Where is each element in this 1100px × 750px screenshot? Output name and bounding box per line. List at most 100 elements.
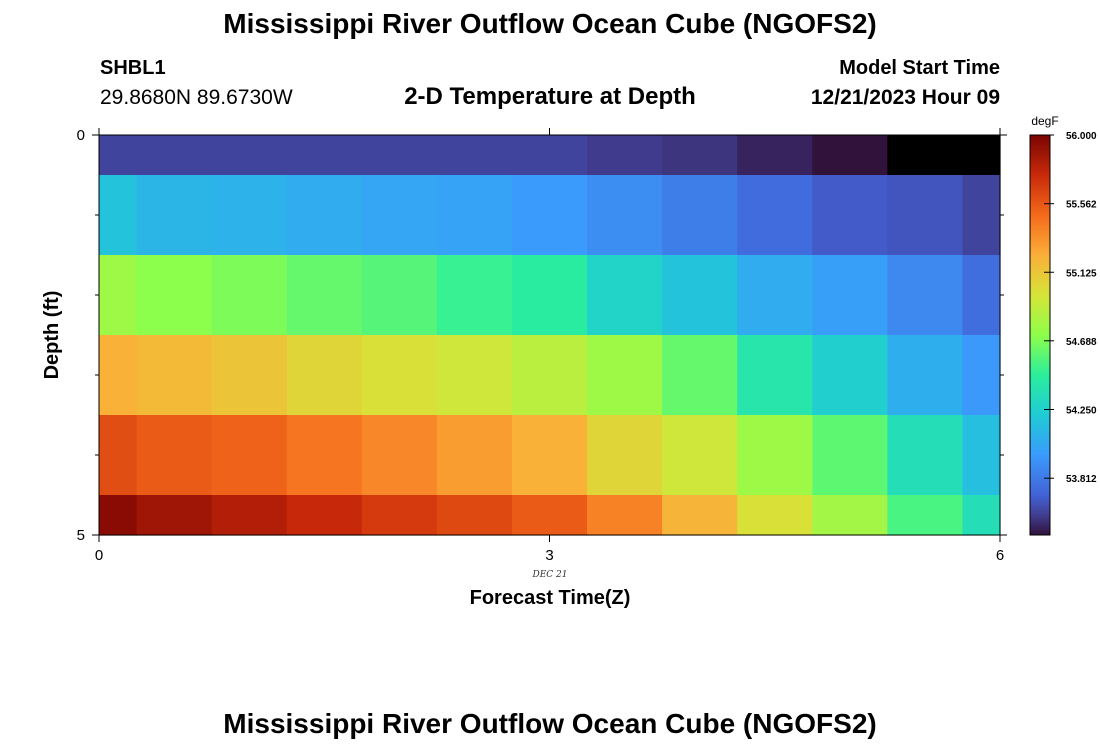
heatmap-cell xyxy=(211,135,288,176)
heatmap-cell xyxy=(587,255,663,336)
heatmap-cell xyxy=(587,135,663,176)
colorbar-gradient xyxy=(1029,134,1051,536)
heatmap-cell xyxy=(662,335,738,416)
y-axis-label: Depth (ft) xyxy=(41,291,63,380)
heatmap-cell xyxy=(361,335,438,416)
heatmap-cell xyxy=(812,135,888,176)
colorbar-tick-label: 54.250 xyxy=(1066,406,1097,417)
colorbar-tick-label: 56.000 xyxy=(1066,131,1097,142)
heatmap-cell xyxy=(511,175,588,256)
heatmap-cell xyxy=(662,175,738,256)
heatmap-cell xyxy=(99,495,138,536)
heatmap-cell xyxy=(812,335,888,416)
colorbar-unit-label: degF xyxy=(1031,114,1058,128)
heatmap-cell xyxy=(361,135,438,176)
heatmap-cell xyxy=(436,255,513,336)
heatmap-cell xyxy=(812,415,888,496)
heatmap-cell xyxy=(662,415,738,496)
heatmap-chart: 0 3 605 Forecast Time(Z) DEC 21 Depth (ft)… xyxy=(41,114,1097,609)
heatmap-cell xyxy=(511,255,588,336)
heatmap-cell xyxy=(887,175,964,256)
heatmap-cell xyxy=(662,495,738,536)
footer-title: Mississippi River Outflow Ocean Cube (NG… xyxy=(223,708,877,739)
heatmap-cell xyxy=(962,175,1001,256)
chart-subtitle: 2-D Temperature at Depth xyxy=(404,83,696,110)
heatmap-cell xyxy=(211,415,288,496)
heatmap-cell xyxy=(962,335,1001,416)
station-id: SHBL1 xyxy=(100,57,166,79)
heatmap-cell xyxy=(361,415,438,496)
heatmap-cell xyxy=(286,335,363,416)
heatmap-cell xyxy=(136,415,213,496)
heatmap-cell xyxy=(737,415,813,496)
x-axis-label: Forecast Time(Z) xyxy=(470,587,631,609)
heatmap-cell xyxy=(361,495,438,536)
heatmap-cell xyxy=(511,495,588,536)
heatmap-cell xyxy=(511,335,588,416)
heatmap-cell xyxy=(211,255,288,336)
heatmap-cell xyxy=(286,175,363,256)
heatmap-cell xyxy=(737,175,813,256)
heatmap-cell xyxy=(887,415,964,496)
heatmap-cell xyxy=(887,335,964,416)
heatmap-cell xyxy=(136,335,213,416)
heatmap-cell xyxy=(962,495,1001,536)
heatmap-cell xyxy=(737,135,813,176)
x-tick-label: 0 xyxy=(95,547,103,564)
heatmap-cell xyxy=(99,175,138,256)
heatmap-cell xyxy=(286,135,363,176)
heatmap-cell xyxy=(136,175,213,256)
heatmap-cell xyxy=(812,495,888,536)
x-tick-label: 3 xyxy=(545,547,553,564)
heatmap-cell xyxy=(737,335,813,416)
x-tick-label: 6 xyxy=(996,547,1004,564)
heatmap-cell xyxy=(99,415,138,496)
heatmap-cell xyxy=(662,135,738,176)
heatmap-cell xyxy=(587,175,663,256)
heatmap-cell xyxy=(361,175,438,256)
main-title: Mississippi River Outflow Ocean Cube (NG… xyxy=(223,8,877,39)
heatmap-cell xyxy=(587,415,663,496)
heatmap-cells xyxy=(99,135,1001,536)
heatmap-cell xyxy=(812,255,888,336)
heatmap-cell xyxy=(286,415,363,496)
heatmap-cell xyxy=(887,135,964,176)
station-coordinates: 29.8680N 89.6730W xyxy=(100,86,293,109)
axes: 0 3 605 xyxy=(77,127,1007,564)
heatmap-cell xyxy=(136,135,213,176)
heatmap-cell xyxy=(737,255,813,336)
heatmap-cell xyxy=(99,255,138,336)
heatmap-cell xyxy=(887,495,964,536)
heatmap-cell xyxy=(211,335,288,416)
heatmap-cell xyxy=(737,495,813,536)
heatmap-cell xyxy=(211,495,288,536)
colorbar-tick-label: 53.812 xyxy=(1066,474,1097,485)
heatmap-cell xyxy=(436,135,513,176)
heatmap-cell xyxy=(136,495,213,536)
heatmap-cell xyxy=(99,335,138,416)
heatmap-cell xyxy=(286,255,363,336)
heatmap-cell xyxy=(587,495,663,536)
heatmap-cell xyxy=(436,335,513,416)
heatmap-cell xyxy=(962,135,1001,176)
heatmap-cell xyxy=(436,415,513,496)
colorbar: 56.000 55.562 55.125 54.688 54.250 53.812 xyxy=(1029,131,1097,536)
y-tick-label: 5 xyxy=(77,527,85,544)
heatmap-cell xyxy=(511,415,588,496)
heatmap-cell xyxy=(812,175,888,256)
heatmap-cell xyxy=(662,255,738,336)
heatmap-cell xyxy=(136,255,213,336)
heatmap-cell xyxy=(211,175,288,256)
heatmap-cell xyxy=(436,175,513,256)
heatmap-cell xyxy=(286,495,363,536)
heatmap-cell xyxy=(361,255,438,336)
heatmap-cell xyxy=(99,135,138,176)
colorbar-tick-label: 55.125 xyxy=(1066,268,1097,279)
model-start-label: Model Start Time xyxy=(839,57,1000,79)
heatmap-cell xyxy=(587,335,663,416)
heatmap-cell xyxy=(887,255,964,336)
heatmap-cell xyxy=(962,415,1001,496)
heatmap-cell xyxy=(962,255,1001,336)
x-date-label: DEC 21 xyxy=(532,570,568,580)
heatmap-cell xyxy=(436,495,513,536)
